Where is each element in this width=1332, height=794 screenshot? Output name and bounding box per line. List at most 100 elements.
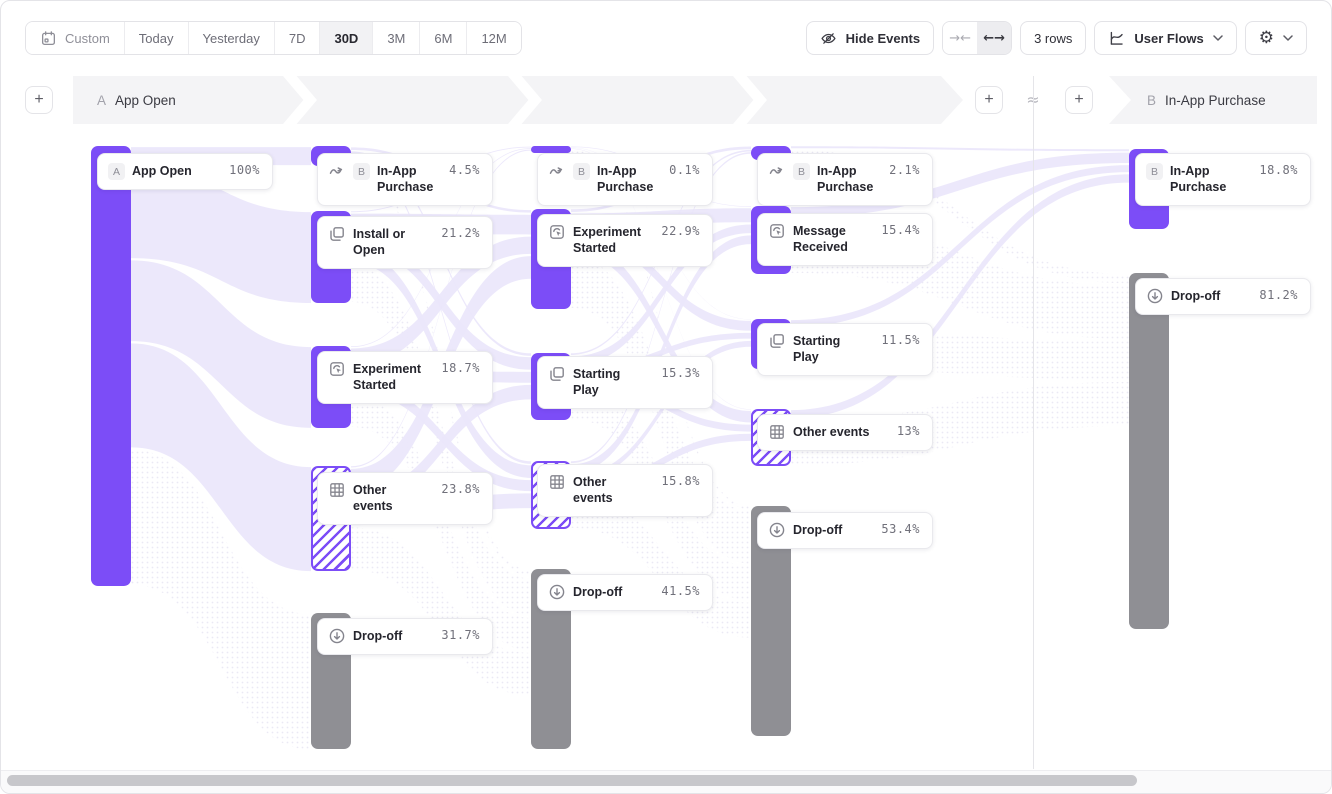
drop-off-icon xyxy=(768,521,786,539)
node-card-starting-play[interactable]: Starting Play 15.3% xyxy=(537,356,713,409)
node-percentage: 4.5% xyxy=(449,163,480,177)
node-card-in-app-purchase[interactable]: B In-App Purchase 18.8% xyxy=(1135,153,1311,206)
add-step-after-a-button[interactable]: + xyxy=(975,86,1003,114)
view-selector-button[interactable]: User Flows xyxy=(1094,21,1237,55)
node-card-in-app-purchase[interactable]: B In-App Purchase 4.5% xyxy=(317,153,493,206)
node-card-drop-off[interactable]: Drop-off 41.5% xyxy=(537,574,713,611)
node-percentage: 18.8% xyxy=(1259,163,1298,177)
grid-icon xyxy=(548,473,566,491)
node-card-app-open[interactable]: A App Open 100% xyxy=(97,153,273,190)
node-label: Other events xyxy=(573,475,613,506)
date-range-3m[interactable]: 3M xyxy=(373,22,421,54)
node-card-drop-off[interactable]: Drop-off 81.2% xyxy=(1135,278,1311,315)
hide-events-button[interactable]: Hide Events xyxy=(805,21,935,55)
node-label: Starting Play xyxy=(793,334,841,365)
node-card-install-or-open[interactable]: Install or Open 21.2% xyxy=(317,216,493,269)
toolbar-right: Hide Events →← ←→ 3 rows User Flows ⚙ xyxy=(805,21,1307,55)
step-b-banner[interactable]: B In-App Purchase xyxy=(1109,76,1317,124)
flow-node-bar-in-app-purchase[interactable] xyxy=(531,146,571,153)
date-range-6m[interactable]: 6M xyxy=(420,22,468,54)
experiment-icon xyxy=(548,223,566,241)
scrollbar-thumb[interactable] xyxy=(7,775,1137,786)
step-b-label: In-App Purchase xyxy=(1165,92,1266,108)
node-label: Drop-off xyxy=(1171,289,1221,303)
node-card-other-events[interactable]: Other events 15.8% xyxy=(537,464,713,517)
node-label: In-App Purchase xyxy=(597,164,654,195)
node-label: In-App Purchase xyxy=(817,164,874,195)
jump-arrow-icon xyxy=(548,162,566,180)
node-percentage: 18.7% xyxy=(441,361,480,375)
node-card-other-events[interactable]: Other events 13% xyxy=(757,414,933,451)
node-label: Install or Open xyxy=(353,227,406,258)
gear-icon: ⚙ xyxy=(1258,27,1274,48)
date-range-30d[interactable]: 30D xyxy=(320,22,374,54)
node-percentage: 53.4% xyxy=(881,522,920,536)
node-percentage: 22.9% xyxy=(661,224,700,238)
flow-node-bar-drop-off[interactable] xyxy=(1129,273,1169,629)
node-label: In-App Purchase xyxy=(377,164,434,195)
jump-arrow-icon xyxy=(768,162,786,180)
date-range-7d[interactable]: 7D xyxy=(274,22,321,54)
collapse-icon: →← xyxy=(949,30,971,46)
date-range-yesterday[interactable]: Yesterday xyxy=(188,22,275,54)
date-range-12m[interactable]: 12M xyxy=(467,22,521,54)
calendar-icon xyxy=(41,30,56,45)
node-percentage: 13% xyxy=(896,424,920,438)
overlapping-squares-icon xyxy=(768,332,786,350)
rows-button[interactable]: 3 rows xyxy=(1020,21,1087,55)
chevron-down-icon xyxy=(1283,35,1293,41)
flow-node-bar-app-open[interactable] xyxy=(91,146,131,586)
step-badge: B xyxy=(793,163,810,180)
experiment-icon xyxy=(328,360,346,378)
node-label: Experiment Started xyxy=(353,362,422,393)
add-step-before-b-button[interactable]: + xyxy=(1065,86,1093,114)
node-card-in-app-purchase[interactable]: B In-App Purchase 2.1% xyxy=(757,153,933,206)
node-percentage: 23.8% xyxy=(441,482,480,496)
node-label: Starting Play xyxy=(573,367,621,398)
node-card-experiment-started[interactable]: Experiment Started 18.7% xyxy=(317,351,493,404)
node-percentage: 100% xyxy=(229,163,260,177)
step-a-label: App Open xyxy=(115,92,176,108)
experiment-icon xyxy=(768,222,786,240)
node-card-drop-off[interactable]: Drop-off 31.7% xyxy=(317,618,493,655)
jump-arrow-icon xyxy=(328,162,346,180)
date-range-control: Custom Today Yesterday 7D 30D 3M 6M 12M xyxy=(25,21,522,55)
step-badge: B xyxy=(573,163,590,180)
add-step-before-a-button[interactable]: + xyxy=(25,86,53,114)
step-a-banner[interactable]: A App Open xyxy=(73,76,963,124)
grid-icon xyxy=(328,481,346,499)
node-card-message-received[interactable]: Message Received 15.4% xyxy=(757,213,933,266)
overlapping-squares-icon xyxy=(328,225,346,243)
date-range-today[interactable]: Today xyxy=(124,22,189,54)
node-percentage: 21.2% xyxy=(441,226,480,240)
node-card-drop-off[interactable]: Drop-off 53.4% xyxy=(757,512,933,549)
step-a-badge: A xyxy=(97,92,107,108)
node-card-experiment-started[interactable]: Experiment Started 22.9% xyxy=(537,214,713,267)
date-range-custom[interactable]: Custom xyxy=(26,22,125,54)
horizontal-scrollbar[interactable] xyxy=(1,770,1331,793)
node-label: Experiment Started xyxy=(573,225,642,256)
grid-icon xyxy=(768,423,786,441)
node-percentage: 0.1% xyxy=(669,163,700,177)
step-badge: B xyxy=(1146,163,1163,180)
expand-columns-button[interactable]: ←→ xyxy=(977,22,1012,54)
node-card-starting-play[interactable]: Starting Play 11.5% xyxy=(757,323,933,376)
node-percentage: 41.5% xyxy=(661,584,700,598)
collapse-columns-button[interactable]: →← xyxy=(943,22,978,54)
node-percentage: 31.7% xyxy=(441,628,480,642)
drop-off-icon xyxy=(548,583,566,601)
node-card-in-app-purchase[interactable]: B In-App Purchase 0.1% xyxy=(537,153,713,206)
node-percentage: 15.3% xyxy=(661,366,700,380)
node-label: Drop-off xyxy=(573,585,623,599)
node-label: In-App Purchase xyxy=(1170,164,1227,195)
node-percentage: 15.8% xyxy=(661,474,700,488)
node-card-other-events[interactable]: Other events 23.8% xyxy=(317,472,493,525)
toolbar: Custom Today Yesterday 7D 30D 3M 6M 12M … xyxy=(25,21,1307,55)
settings-button[interactable]: ⚙ xyxy=(1244,21,1307,55)
node-label: Drop-off xyxy=(793,523,843,537)
expand-icon: ←→ xyxy=(983,30,1005,46)
overlapping-squares-icon xyxy=(548,365,566,383)
node-label: App Open xyxy=(132,164,192,178)
